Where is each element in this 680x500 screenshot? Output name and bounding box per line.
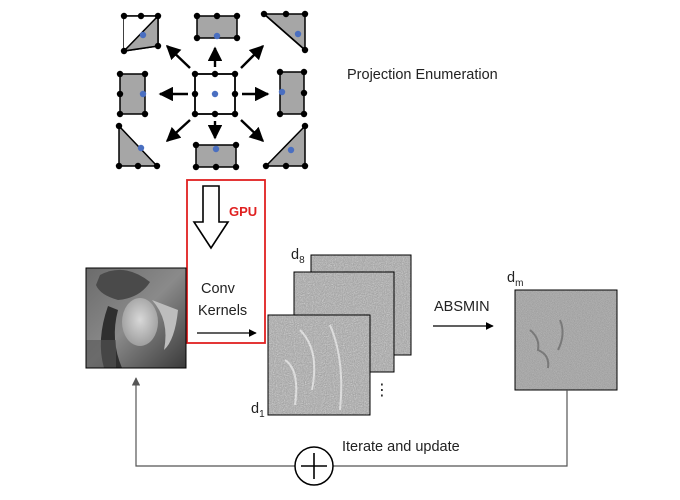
gpu-label: GPU — [229, 204, 257, 219]
derivative-stack — [267, 254, 412, 416]
gpu-box — [186, 179, 266, 344]
projection-shape-center — [191, 70, 239, 118]
sum-icon — [294, 446, 334, 486]
kernels-label: Kernels — [198, 303, 247, 319]
projection-shape-bottom-right — [262, 122, 309, 170]
projection-shape-right — [276, 68, 308, 118]
arrow-top-left — [165, 45, 191, 69]
projection-shape-left — [116, 70, 149, 118]
arrow-bottom-left — [165, 119, 191, 142]
result-map-dm — [514, 289, 618, 391]
projection-label: Projection Enumeration — [347, 67, 498, 83]
projection-grid — [115, 10, 309, 171]
absmin-label: ABSMIN — [434, 299, 490, 315]
projection-arrows — [158, 44, 270, 142]
feedback-loop — [131, 377, 568, 467]
arrow-top-right — [240, 44, 265, 69]
conv-label: Conv — [201, 281, 236, 297]
projection-shape-top-right — [260, 10, 309, 54]
derivative-map-d1 — [267, 314, 371, 416]
iterate-label: Iterate and update — [342, 439, 460, 455]
projection-shape-top-left — [120, 12, 162, 55]
arrow-bottom-right — [240, 119, 265, 142]
stack-ellipsis: ⋮ — [374, 382, 390, 399]
projection-shape-bottom-left — [115, 122, 161, 170]
hollow-down-arrow-icon — [192, 185, 230, 250]
input-image — [85, 267, 187, 369]
d1-label: d1 — [251, 401, 265, 420]
dm-label: dm — [507, 270, 523, 289]
projection-shape-top — [193, 12, 241, 42]
d8-label: d8 — [291, 247, 305, 266]
projection-shape-bottom — [192, 141, 240, 171]
